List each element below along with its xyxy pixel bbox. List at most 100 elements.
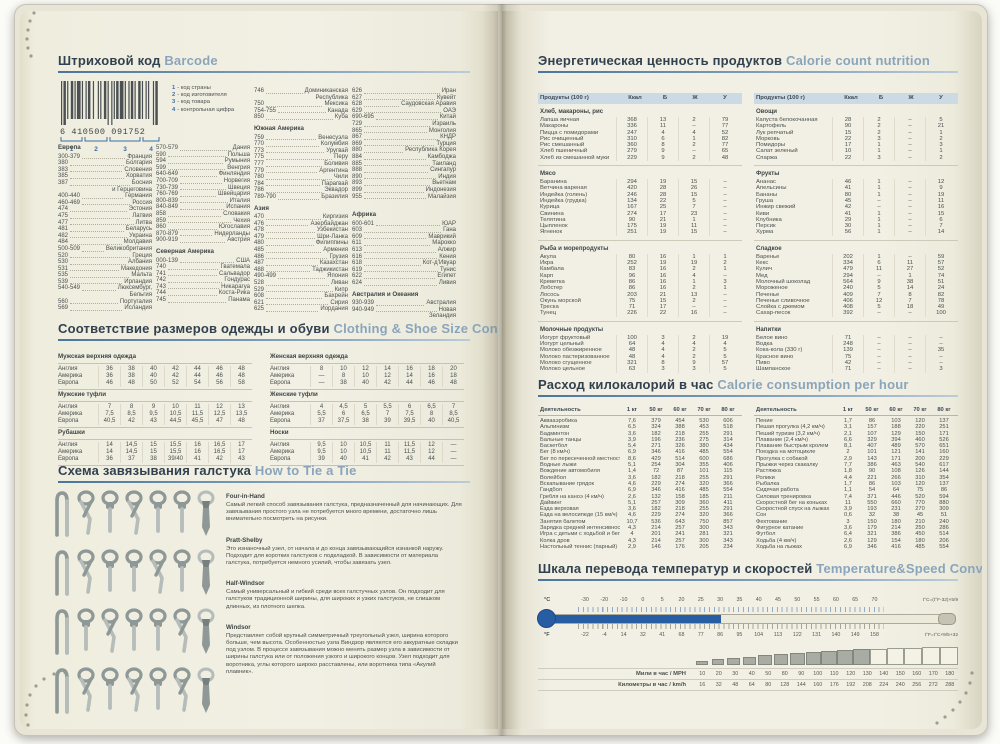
hv: 50 кг bbox=[649, 407, 663, 413]
nn: Молоко сгущенное bbox=[540, 359, 592, 366]
spd-cell: 80 bbox=[765, 682, 772, 688]
bc-row: 890 Индия bbox=[352, 174, 456, 181]
sq bbox=[774, 654, 789, 665]
nv: – bbox=[894, 129, 925, 136]
v: 42 bbox=[164, 373, 186, 380]
cal-row: Поездка на мотоцикле 2 101 121 141 160 bbox=[754, 449, 958, 455]
nv: 2 bbox=[863, 123, 894, 130]
nut-row: Свинина 274 17 23– bbox=[538, 210, 742, 217]
v: 44 bbox=[186, 373, 208, 380]
bc-row: 773 Уругвай bbox=[254, 148, 348, 155]
bc-row: 850 Куба bbox=[254, 114, 348, 121]
lead bbox=[266, 258, 328, 260]
nut-row: Помидоры 17 1–3 bbox=[754, 142, 958, 149]
v: 43 bbox=[230, 456, 252, 463]
nv: 251 bbox=[939, 424, 949, 431]
v: 5,5 bbox=[376, 404, 398, 411]
lead bbox=[376, 225, 441, 227]
nut-row: Креветка 86 16 1 3 bbox=[538, 278, 742, 286]
bc-row: 528 Ливан bbox=[254, 280, 348, 287]
cal-row: Прогулка с собакой 2,9 143 171 200 229 bbox=[754, 456, 958, 462]
lead bbox=[364, 145, 435, 147]
lead bbox=[168, 275, 217, 277]
use bbox=[101, 667, 119, 710]
lead bbox=[266, 218, 321, 220]
nv: 51 bbox=[925, 278, 956, 286]
nut-row: Акула 80 16 1 1 bbox=[538, 253, 742, 261]
nv: – bbox=[709, 197, 740, 205]
nv: 1,7 bbox=[844, 418, 852, 424]
nv: 56 bbox=[832, 229, 863, 236]
nv: – bbox=[894, 135, 925, 143]
cname: Гватемала bbox=[220, 264, 250, 271]
nv: 154 bbox=[891, 537, 901, 544]
cname: Литва bbox=[135, 219, 153, 226]
nv: 446 bbox=[891, 493, 901, 500]
nn: Занятия балетом bbox=[540, 518, 586, 525]
sq bbox=[789, 653, 805, 665]
circle bbox=[26, 28, 30, 32]
rect bbox=[70, 81, 74, 119]
spd-cell bbox=[758, 655, 774, 665]
size-name: Рубашки bbox=[58, 429, 85, 436]
lab: Европа bbox=[270, 456, 291, 462]
title-ru: Расход килокалорий в час bbox=[538, 377, 714, 392]
lead bbox=[168, 268, 219, 270]
cname: Венесуэла bbox=[318, 134, 348, 141]
v: 10 bbox=[164, 404, 186, 411]
ticks bbox=[578, 607, 884, 612]
bc-row: 885 Таиланд bbox=[352, 161, 456, 168]
code: 621 bbox=[254, 299, 265, 306]
nn: Скоростной спуск на лыжах bbox=[756, 506, 830, 513]
bc-row: 729 Израиль bbox=[352, 121, 456, 128]
bc-row: 477 Литва bbox=[58, 220, 152, 227]
nv: 9 bbox=[863, 278, 894, 286]
section-rule bbox=[58, 71, 470, 73]
nut-row: Бананы 80 1–19 bbox=[754, 191, 958, 198]
spd-row: Мили в час / MPH 10 20 30 40 50 80 90 100 110 120 1… bbox=[538, 668, 958, 679]
code: 890 bbox=[352, 173, 363, 180]
t-num: 14 bbox=[620, 632, 627, 638]
cal-rows: Аквааэробика 7,6 379 454 530 606 Альпинизм 6,5 3… bbox=[538, 416, 742, 550]
nv: 234 bbox=[723, 543, 733, 550]
code: 478 bbox=[254, 227, 265, 234]
nn: Кока-кола (330 г) bbox=[756, 347, 803, 354]
nv: 246 bbox=[616, 191, 647, 198]
nut-row: Груша 45– –11 bbox=[754, 197, 958, 205]
code: 383 bbox=[58, 166, 69, 173]
bc-row: 560 Португалия bbox=[58, 299, 152, 306]
nv: – bbox=[709, 272, 740, 279]
lead bbox=[364, 278, 436, 280]
nv: 660 bbox=[891, 499, 901, 506]
cname: Шри-Ланка bbox=[317, 233, 348, 240]
cal-row: Водные лыжи 5,1 254 304 355 406 bbox=[538, 462, 742, 468]
cname: и Герцеговина bbox=[112, 186, 152, 193]
nv: – bbox=[894, 197, 925, 205]
lead bbox=[266, 158, 333, 160]
nv: 218 bbox=[675, 474, 685, 481]
lead bbox=[70, 184, 130, 186]
nut-row: Карп 96 16 4– bbox=[538, 272, 742, 279]
nv: 3 bbox=[846, 518, 850, 525]
circle bbox=[958, 700, 962, 704]
nn: Поездка на мотоцикле bbox=[756, 449, 816, 456]
v: 42 bbox=[376, 380, 398, 387]
nv: 11 bbox=[925, 197, 956, 205]
nn: Баскетбол bbox=[540, 443, 568, 450]
code: 603 bbox=[352, 227, 363, 234]
nv: 96 bbox=[616, 272, 647, 279]
circle bbox=[25, 703, 29, 707]
lead bbox=[364, 184, 431, 186]
nn: Аквааэробика bbox=[540, 418, 578, 424]
code: 770 bbox=[254, 141, 265, 148]
bc-row: 870-879 Нидерланды bbox=[156, 231, 250, 238]
nv: 9 bbox=[925, 185, 956, 192]
nv: 489 bbox=[891, 443, 901, 450]
nv: 51 bbox=[940, 512, 948, 519]
lab: Америка bbox=[58, 373, 83, 379]
code: 482 bbox=[58, 232, 69, 239]
nv: 86 bbox=[616, 278, 647, 286]
b: 4 bbox=[172, 106, 176, 113]
nut-row: Клубника 29 1–6 bbox=[754, 216, 958, 224]
bc-row: 884 Камбоджа bbox=[352, 154, 456, 161]
